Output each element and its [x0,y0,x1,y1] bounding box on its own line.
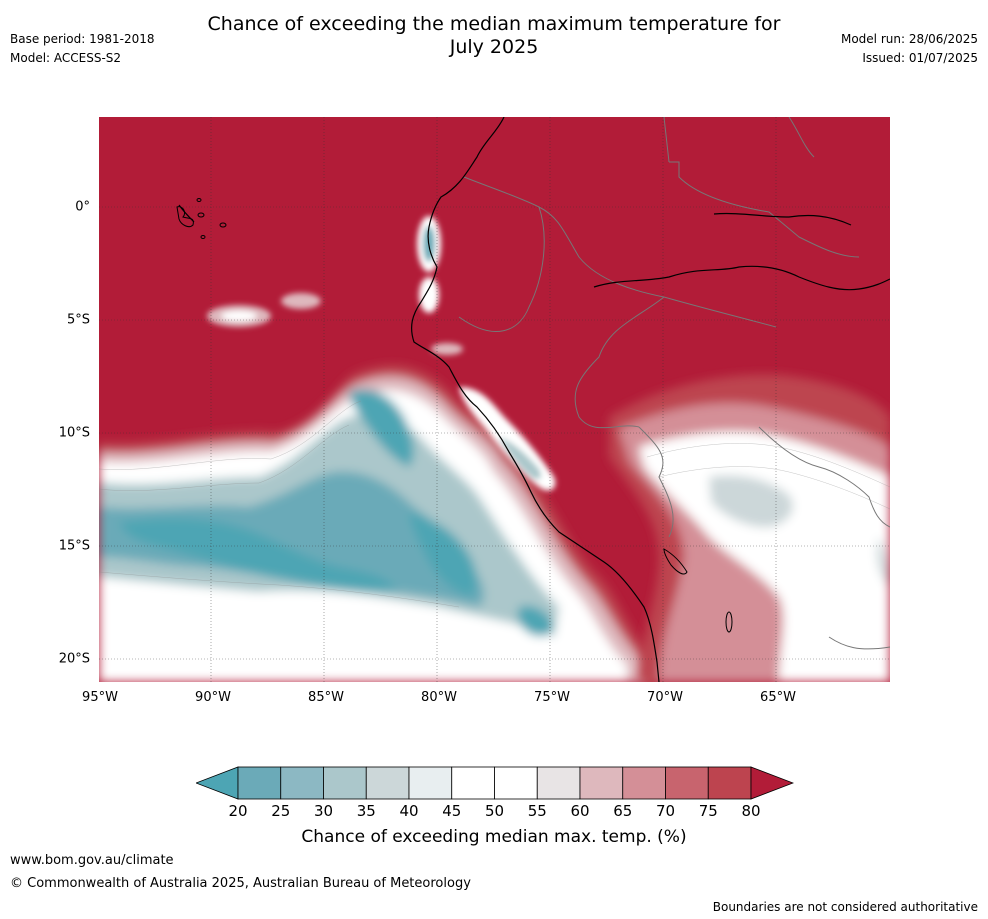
graticule [99,117,890,682]
colorbar-bin [451,766,495,800]
colorbar-tick-label: 35 [356,802,376,820]
colorbar-tick-label: 40 [399,802,419,820]
colorbar-tick-label: 50 [484,802,505,820]
colorbar-tick-label: 75 [698,802,718,820]
colorbar-tick-label: 20 [228,802,248,820]
lake-titicaca [663,548,733,633]
y-tick-0: 0° [75,199,90,215]
y-tick-20s: 20°S [58,651,90,667]
x-tick-75w: 75°W [534,690,570,705]
colorbar-bin [494,766,538,800]
coastlines [178,117,890,682]
colorbar-tick-label: 65 [613,802,633,820]
footer-url: www.bom.gov.au/climate [10,853,174,868]
colorbar-bin [579,766,624,800]
ocean-cool-region [99,365,659,682]
x-tick-85w: 85°W [308,690,344,705]
map-title: Chance of exceeding the median maximum t… [150,13,838,59]
x-tick-70w: 70°W [647,690,683,705]
colorbar-bin [280,766,324,800]
colorbar-tick-label: 55 [527,802,547,820]
x-tick-90w: 90°W [195,690,231,705]
colorbar-bin [707,766,752,800]
colorbar-tick-label: 60 [570,802,590,820]
base-period-text: Base period: 1981-2018 [10,32,155,46]
colorbar-tick-label: 80 [741,802,761,820]
issued-text: Issued: 01/07/2025 [862,51,978,65]
contour-lines [99,400,890,608]
footer-copyright: © Commonwealth of Australia 2025, Austra… [10,876,471,891]
y-tick-5s: 5°S [66,312,90,328]
colorbar-bin [365,766,410,800]
colorbar-bin [237,766,282,800]
country-boundaries [458,117,890,650]
y-tick-10s: 10°S [58,425,90,441]
colorbar-tick-label: 45 [442,802,462,820]
colorbar-bin [536,766,581,800]
colorbar-bin [323,766,367,800]
colorbar-title: Chance of exceeding median max. temp. (%… [301,827,687,847]
galapagos-islands [176,198,227,239]
x-tick-65w: 65°W [760,690,796,705]
x-tick-80w: 80°W [421,690,457,705]
y-tick-15s: 15°S [58,538,90,554]
colorbar [196,766,794,800]
title-line-2: July 2025 [449,36,539,58]
colorbar-tick-label: 30 [313,802,334,820]
title-line-1: Chance of exceeding the median maximum t… [207,13,781,35]
x-tick-95w: 95°W [82,690,118,705]
colorbar-bin [665,766,709,800]
footer-disclaimer: Boundaries are not considered authoritat… [712,900,978,914]
colorbar-under-triangle [196,766,239,800]
model-run-text: Model run: 28/06/2025 [840,32,978,46]
colorbar-tick-label: 25 [271,802,291,820]
colorbar-tick-label: 70 [655,802,676,820]
colorbar-bin [408,766,453,800]
colorbar-bin [622,766,666,800]
model-text: Model: ACCESS-S2 [10,51,122,65]
interior-cool-region [609,374,890,682]
probability-map [99,117,890,682]
colorbar-over-triangle [750,766,794,800]
